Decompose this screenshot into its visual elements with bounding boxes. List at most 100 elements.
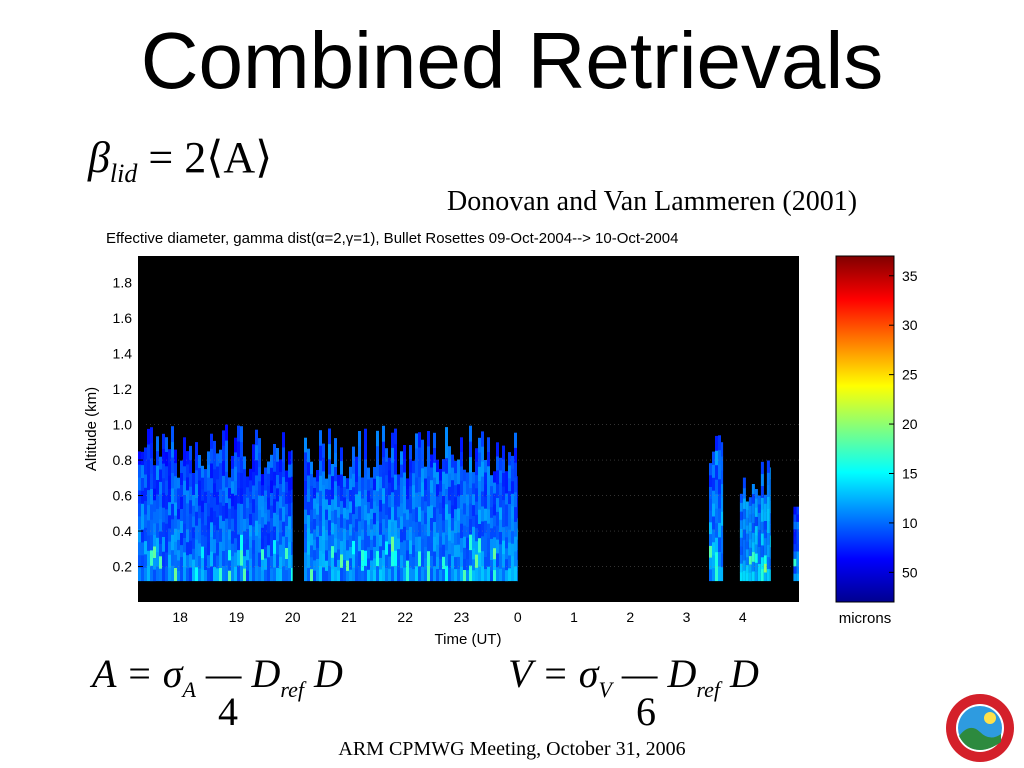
cloud-cell	[502, 567, 505, 582]
colorbar-tick-label: 250	[902, 367, 918, 383]
cloud-cell	[198, 530, 201, 544]
cloud-cell	[391, 432, 394, 448]
cloud-cell	[451, 454, 454, 468]
cloud-cell	[709, 521, 712, 535]
cloud-cell	[252, 526, 255, 541]
cloud-cell	[760, 473, 764, 486]
cloud-cell	[709, 510, 712, 523]
cloud-cell	[760, 485, 764, 498]
cloud-cell	[213, 468, 216, 484]
cloud-cell	[385, 448, 388, 462]
cloud-cell	[487, 451, 490, 467]
cloud-cell	[334, 552, 337, 567]
lid-subscript: lid	[109, 159, 138, 188]
cloud-cell	[352, 460, 355, 474]
cloud-cell	[472, 559, 475, 571]
cloud-cell	[454, 520, 457, 534]
cloud-cell	[334, 438, 337, 453]
cloud-cell	[150, 488, 153, 505]
cloud-cell	[739, 563, 743, 573]
cloud-cell	[739, 572, 743, 582]
cloud-cell	[310, 545, 313, 558]
cloud-cell	[433, 551, 436, 567]
cloud-cell	[766, 472, 770, 485]
cloud-cell	[138, 464, 141, 478]
cloud-cell	[721, 511, 724, 526]
cloud-cell	[304, 466, 307, 481]
cloud-cell	[150, 442, 153, 459]
cloud-cell	[249, 569, 252, 582]
cloud-cell	[355, 456, 358, 470]
cloud-cell	[153, 488, 156, 501]
cloud-cell	[180, 508, 183, 521]
cloud-cell	[712, 554, 715, 569]
cloud-cell	[433, 432, 436, 448]
cloud-cell	[144, 460, 147, 475]
cloud-cell	[216, 529, 219, 543]
cloud-cell	[180, 556, 183, 570]
cloud-cell	[754, 525, 758, 536]
cloud-cell	[472, 493, 475, 506]
cloud-cell	[763, 512, 767, 521]
cloud-cell	[310, 473, 313, 486]
cloud-cell	[343, 549, 346, 561]
cloud-cell	[376, 550, 379, 567]
cloud-cell	[481, 550, 484, 567]
cloud-cell	[793, 565, 797, 574]
cloud-cell	[745, 509, 749, 518]
cloud-cell	[310, 461, 313, 474]
cloud-cell	[418, 461, 421, 478]
cloud-cell	[763, 572, 767, 582]
cloud-cell	[436, 532, 439, 545]
cloud-cell	[493, 569, 496, 582]
cloud-cell	[246, 528, 249, 540]
cloud-cell	[180, 496, 183, 509]
cloud-cell	[225, 533, 228, 550]
cloud-cell	[144, 487, 147, 502]
cloud-cell	[288, 528, 291, 543]
cloud-cell	[457, 459, 460, 472]
cloud-cell	[219, 462, 222, 477]
cloud-cell	[766, 520, 770, 533]
cloud-cell	[454, 484, 457, 498]
cloud-cell	[454, 544, 457, 558]
x-tick-label: 1	[570, 609, 578, 625]
cloud-cell	[234, 437, 237, 453]
cloud-cell	[745, 533, 749, 542]
cloud-cell	[282, 565, 285, 582]
cloud-cell	[748, 497, 752, 506]
cloud-cell	[448, 526, 451, 541]
cloud-cell	[186, 567, 189, 582]
y-tick-label: 0.8	[113, 452, 133, 468]
cloud-cell	[267, 473, 270, 486]
cloud-cell	[201, 569, 204, 582]
cloud-cell	[231, 568, 234, 582]
cloud-cell	[304, 537, 307, 553]
cloud-cell	[409, 553, 412, 568]
cloud-cell	[451, 467, 454, 481]
cloud-cell	[358, 446, 361, 462]
cloud-cell	[718, 464, 721, 480]
cloud-cell	[754, 562, 758, 572]
cloud-cell	[249, 536, 252, 548]
cloud-cell	[168, 515, 171, 529]
cloud-cell	[712, 529, 715, 543]
cloud-cell	[460, 480, 463, 495]
cloud-cell	[358, 475, 361, 492]
cloud-cell	[252, 553, 255, 568]
cloud-cell	[760, 521, 764, 534]
cloud-cell	[457, 532, 460, 545]
cloud-cell	[288, 451, 291, 465]
cloud-cell	[183, 552, 186, 567]
cloud-cell	[276, 540, 279, 555]
cloud-cell	[171, 503, 174, 520]
cloud-cell	[150, 565, 153, 582]
cloud-cell	[409, 472, 412, 487]
cloud-cell	[207, 554, 210, 569]
cloud-cell	[715, 551, 718, 567]
cloud-cell	[343, 517, 346, 529]
cloud-cell	[376, 445, 379, 462]
cloud-cell	[739, 554, 743, 564]
cloud-cell	[499, 556, 502, 569]
cloud-cell	[508, 465, 511, 479]
